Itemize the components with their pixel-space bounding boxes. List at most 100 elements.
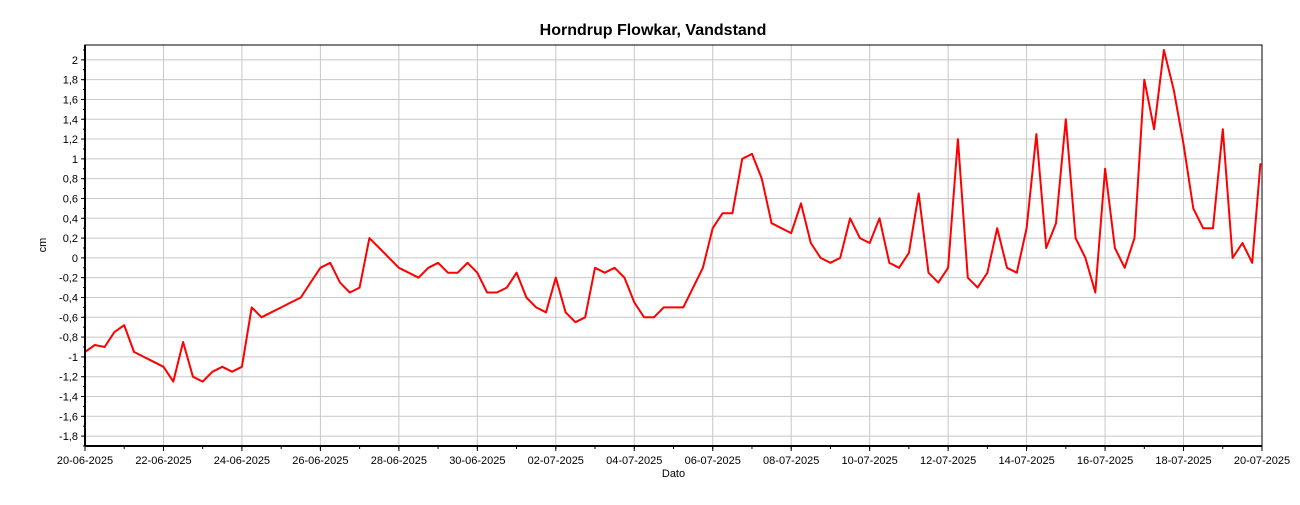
data-point	[967, 276, 969, 279]
y-tick-label: -0,4	[59, 292, 78, 304]
data-point	[1182, 143, 1185, 145]
y-tick-label: 1,2	[63, 134, 78, 146]
data-point	[849, 217, 851, 220]
data-point	[908, 252, 910, 254]
data-point	[407, 271, 410, 274]
data-point	[1241, 242, 1244, 244]
data-point	[613, 267, 616, 269]
x-tick-label: 26-06-2025	[292, 455, 348, 467]
data-point	[604, 271, 606, 274]
data-point	[555, 276, 557, 279]
data-point	[192, 375, 194, 378]
data-point	[398, 267, 400, 269]
data-point	[662, 306, 665, 309]
data-point	[1222, 128, 1224, 130]
data-point	[829, 262, 832, 264]
data-point	[810, 242, 812, 244]
data-point	[545, 311, 547, 314]
y-axis: 2 1,8 1,6 1,4 1,2 1 0,8 0,6 0,4 0,2 0 -0,2 -0,4 -0,6 -…	[59, 45, 86, 447]
data-point	[123, 324, 125, 327]
data-point	[201, 380, 204, 383]
data-point	[1035, 133, 1038, 135]
data-point	[1133, 237, 1136, 239]
chart-title: Horndrup Flowkar, Vandstand	[540, 22, 767, 39]
data-point	[751, 153, 753, 155]
y-tick-label: -1,6	[59, 411, 78, 423]
data-point	[368, 237, 371, 239]
data-point	[1045, 247, 1047, 249]
plot-area-frame	[84, 44, 1263, 447]
data-point	[937, 281, 940, 284]
data-point	[888, 262, 891, 264]
data-point	[300, 296, 302, 299]
data-point	[1074, 237, 1077, 239]
y-tick-label: -0,2	[59, 273, 78, 285]
data-point	[437, 262, 439, 264]
data-point	[113, 331, 116, 333]
data-point	[535, 306, 537, 309]
data-point	[790, 232, 792, 234]
data-point	[486, 291, 488, 294]
x-tick-label: 30-06-2025	[449, 455, 505, 467]
y-tick-label: 1,8	[63, 75, 78, 87]
y-tick-label: 0	[72, 253, 78, 265]
x-axis-label: Dato	[662, 468, 685, 480]
data-point	[525, 296, 528, 299]
data-point	[94, 344, 96, 346]
data-point	[466, 262, 469, 264]
data-point	[309, 281, 312, 284]
data-point	[1025, 227, 1028, 229]
data-point	[1016, 271, 1018, 274]
data-point	[319, 267, 322, 269]
data-point	[1123, 267, 1126, 269]
data-point	[143, 356, 145, 358]
data-point	[898, 267, 900, 269]
y-tick-label: -1,8	[59, 431, 78, 443]
data-point	[1055, 222, 1057, 224]
x-tick-label: 18-07-2025	[1155, 455, 1211, 467]
data-point	[947, 267, 949, 269]
y-tick-label: 0,8	[63, 174, 78, 186]
x-tick-label: 12-07-2025	[920, 455, 976, 467]
data-point	[996, 227, 998, 229]
data-point	[417, 276, 420, 279]
data-point	[378, 247, 381, 249]
data-point	[133, 351, 135, 353]
data-point	[917, 192, 920, 195]
data-point	[241, 366, 243, 368]
y-axis-label: cm	[37, 238, 49, 253]
data-point	[329, 262, 332, 264]
data-point	[780, 227, 783, 229]
y-tick-label: 1	[72, 154, 78, 166]
data-point	[976, 286, 979, 289]
data-point	[682, 306, 685, 309]
data-point	[1104, 168, 1106, 170]
y-tick-label: -1	[68, 352, 78, 364]
data-point	[182, 341, 184, 343]
data-point	[623, 276, 626, 279]
data-point	[1094, 291, 1097, 294]
data-point	[702, 267, 704, 269]
data-point	[878, 217, 881, 220]
y-tick-label: 2	[72, 55, 78, 67]
data-point	[515, 271, 518, 274]
data-point	[1251, 262, 1253, 264]
data-point	[731, 212, 734, 215]
data-point	[496, 291, 498, 294]
x-tick-label: 14-07-2025	[998, 455, 1054, 467]
data-point	[653, 316, 655, 319]
data-point	[476, 271, 479, 274]
y-tick-label: 1,6	[63, 94, 78, 106]
data-point	[250, 306, 253, 309]
data-point	[349, 291, 351, 294]
data-point	[868, 242, 871, 244]
data-point	[761, 177, 763, 180]
data-point	[270, 311, 273, 314]
data-point	[456, 271, 459, 274]
data-point	[172, 380, 175, 383]
data-point	[1163, 49, 1165, 51]
data-point	[290, 301, 292, 304]
data-point	[819, 257, 822, 259]
